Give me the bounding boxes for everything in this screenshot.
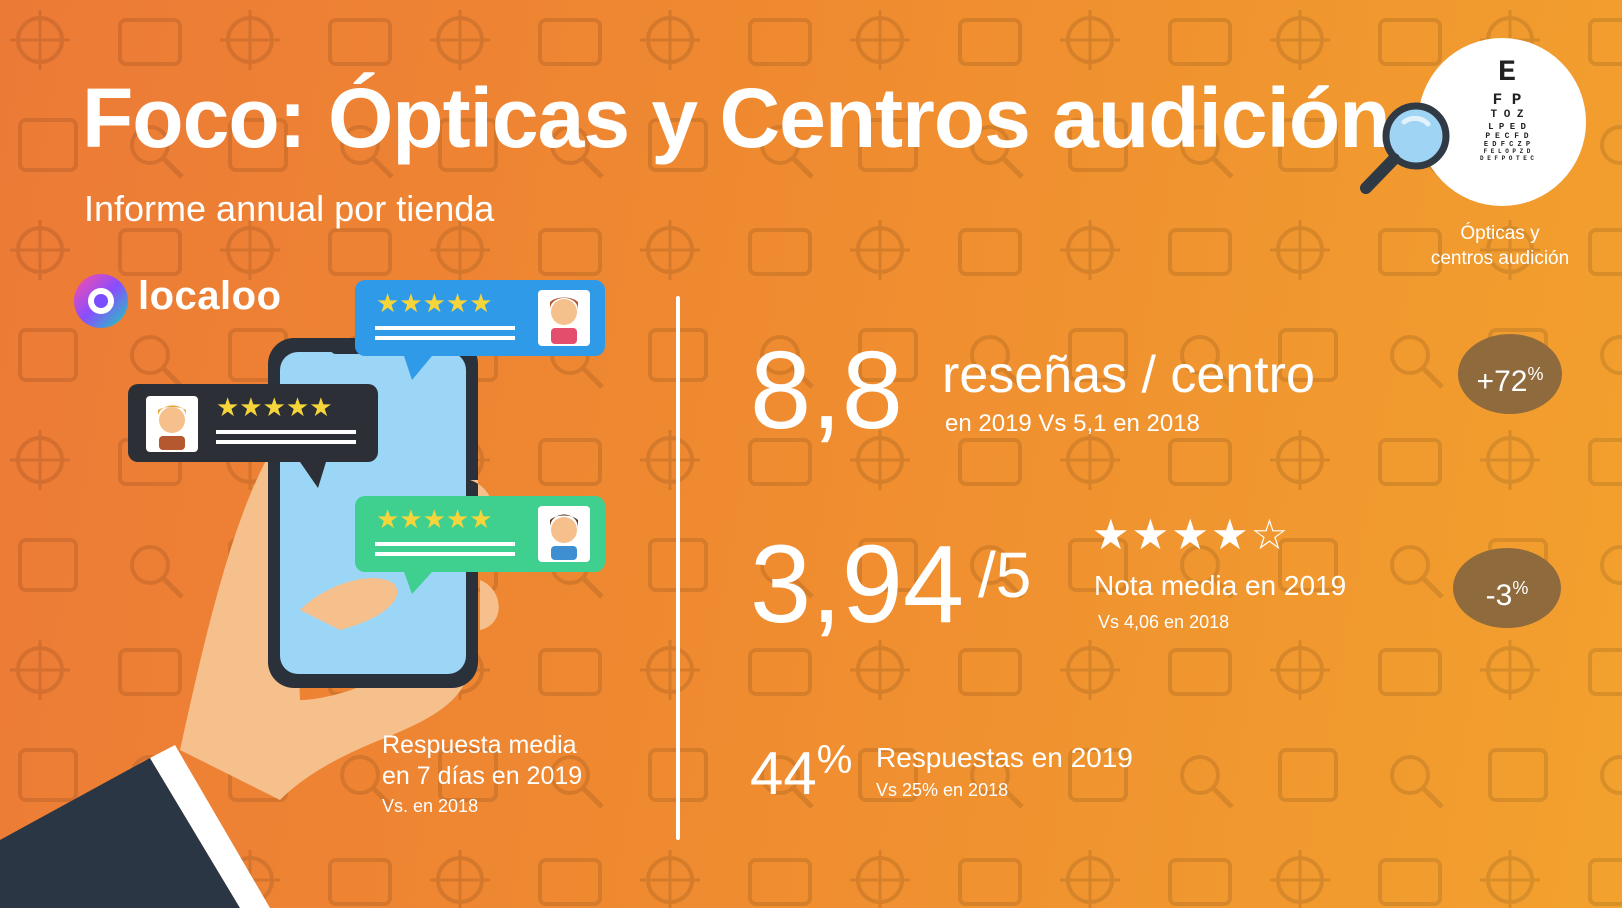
eye-chart-line: T O Z bbox=[1490, 108, 1524, 121]
star-empty-icon: ☆ bbox=[1250, 511, 1291, 558]
phone-reviews-illustration: ★★★★★ ★★★★★ ★★★★★ bbox=[0, 280, 605, 908]
hand bbox=[180, 430, 470, 800]
response-time-text: Respuesta media en 7 días en 2019 bbox=[382, 730, 582, 793]
rating-sub: Vs 4,06 en 2018 bbox=[1098, 612, 1230, 632]
star-filled-icon: ★ bbox=[1210, 511, 1251, 558]
star-filled-icon: ★ bbox=[1131, 511, 1172, 558]
localoo-logo: localoo bbox=[72, 272, 362, 336]
eye-chart-line: F E L O P Z D bbox=[1483, 148, 1531, 156]
responses-value: 44% bbox=[750, 738, 852, 808]
response-time-sub: Vs. en 2018 bbox=[382, 796, 479, 816]
star-rating-icon: ★★★★★ bbox=[376, 505, 493, 535]
rating-label: Nota media en 2019 bbox=[1094, 570, 1347, 601]
eye-chart-line: P E C F D bbox=[1485, 131, 1529, 141]
eye-chart: E F P T O Z L P E D P E C F D E D F C Z … bbox=[1480, 56, 1534, 163]
star-rating-icon: ★★★★★ bbox=[216, 393, 333, 423]
responses-sub: Vs 25% en 2018 bbox=[876, 780, 1009, 800]
thumb bbox=[300, 578, 398, 630]
rating-scale: /5 bbox=[978, 539, 1032, 611]
sleeve bbox=[0, 758, 240, 908]
vertical-divider bbox=[676, 296, 680, 840]
badge-caption-line: centros audición bbox=[1430, 247, 1570, 269]
responses-number: 44 bbox=[750, 740, 817, 807]
star-filled-icon: ★ bbox=[1171, 511, 1211, 558]
eye-chart-line: E D F C Z P bbox=[1483, 141, 1531, 150]
reviews-change: +72 bbox=[1476, 365, 1528, 398]
reviews-value: 8,8 bbox=[750, 329, 903, 452]
responses-unit: % bbox=[816, 738, 853, 782]
response-time-line: Respuesta media bbox=[382, 731, 577, 759]
shirt-cuff bbox=[150, 745, 270, 908]
reviews-change-badge: +72% bbox=[1458, 334, 1562, 414]
star-rating: ★★★★☆ bbox=[1092, 510, 1290, 559]
reviews-sub: en 2019 Vs 5,1 en 2018 bbox=[945, 410, 1200, 437]
eye-chart-line: D E F P O T E C bbox=[1480, 155, 1535, 162]
eye-chart-line: L P E D bbox=[1488, 121, 1526, 132]
eye-chart-line: E bbox=[1498, 56, 1517, 90]
page-subtitle: Informe annual por tienda bbox=[84, 188, 495, 229]
rating-change-unit: % bbox=[1512, 578, 1529, 598]
brand-name: localoo bbox=[138, 274, 282, 318]
response-time-line: en 7 días en 2019 bbox=[382, 762, 583, 791]
reviews-label: reseñas / centro bbox=[942, 346, 1315, 404]
magnifier-icon bbox=[1360, 102, 1450, 194]
page-title: Foco: Ópticas y Centros audición bbox=[82, 71, 1391, 165]
star-rating-icon: ★★★★★ bbox=[376, 289, 493, 319]
localoo-logo-icon bbox=[74, 274, 128, 328]
badge-caption-line: Ópticas y bbox=[1460, 223, 1540, 244]
rating-change: -3 bbox=[1485, 579, 1513, 612]
responses-label: Respuestas en 2019 bbox=[876, 742, 1133, 773]
rating-change-badge: -3% bbox=[1453, 548, 1561, 628]
reviews-change-unit: % bbox=[1527, 364, 1544, 384]
star-filled-icon: ★ bbox=[1092, 511, 1132, 558]
eye-chart-line: F P bbox=[1492, 90, 1522, 109]
rating-value: 3,94 bbox=[750, 523, 965, 646]
badge-caption: Ópticas y centros audición bbox=[1400, 222, 1600, 271]
